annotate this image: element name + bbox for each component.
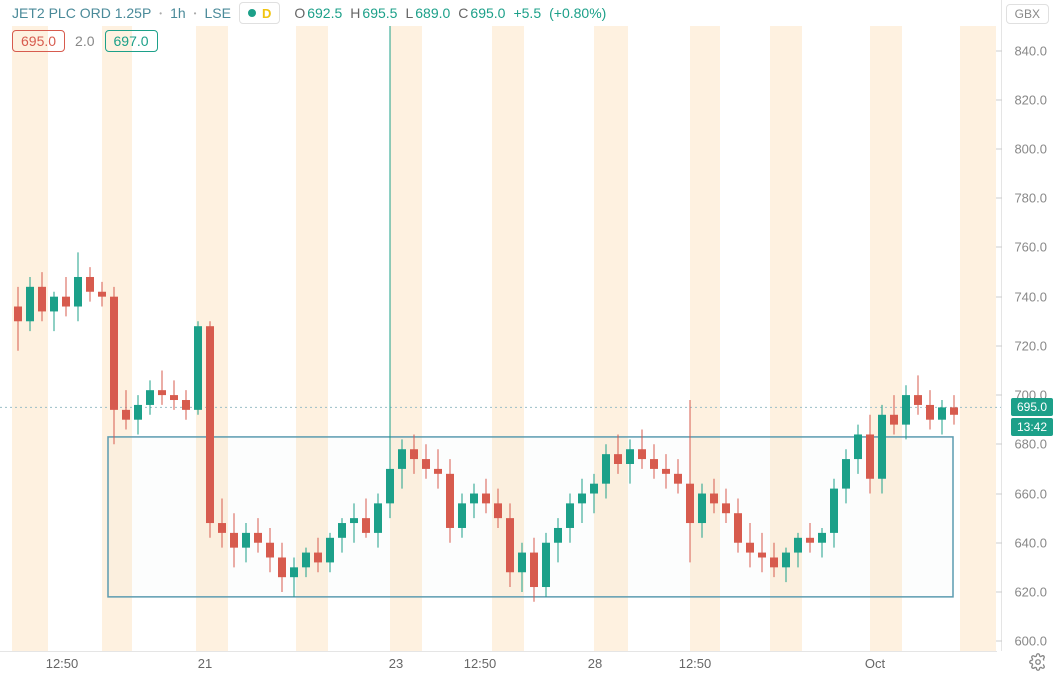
current-price-tag: 695.0 — [1011, 398, 1053, 416]
x-tick-label: 12:50 — [46, 656, 79, 671]
y-tick-label: 640.0 — [1014, 535, 1047, 550]
y-tick-label: 620.0 — [1014, 584, 1047, 599]
y-tick-label: 780.0 — [1014, 191, 1047, 206]
y-tick-label: 840.0 — [1014, 43, 1047, 58]
interval-label[interactable]: 1h — [170, 5, 186, 21]
y-tick-label: 820.0 — [1014, 92, 1047, 107]
gear-icon — [1029, 653, 1047, 671]
y-tick-label: 660.0 — [1014, 486, 1047, 501]
x-tick-label: 28 — [588, 656, 602, 671]
currency-unit-badge[interactable]: GBX — [1006, 4, 1049, 24]
ask-price-box[interactable]: 697.0 — [105, 30, 158, 52]
y-tick-label: 800.0 — [1014, 142, 1047, 157]
bid-price-box[interactable]: 695.0 — [12, 30, 65, 52]
status-dot-icon — [248, 9, 256, 17]
y-tick-label: 720.0 — [1014, 338, 1047, 353]
y-axis-border — [1001, 0, 1002, 651]
chart-settings-button[interactable] — [1027, 651, 1049, 673]
ohlc-readout: O692.5 H695.5 L689.0 C695.0 +5.5 (+0.80%… — [288, 5, 606, 21]
x-tick-label: 21 — [198, 656, 212, 671]
y-tick-label: 740.0 — [1014, 289, 1047, 304]
spread-value: 2.0 — [75, 33, 94, 49]
y-tick-label: 600.0 — [1014, 634, 1047, 649]
chart-header: JET2 PLC ORD 1.25P • 1h • LSE D O692.5 H… — [0, 0, 1057, 26]
x-tick-label: 23 — [389, 656, 403, 671]
x-tick-label: 12:50 — [679, 656, 712, 671]
bid-ask-row: 695.0 2.0 697.0 — [12, 30, 158, 52]
y-tick-label: 760.0 — [1014, 240, 1047, 255]
y-tick-label: 680.0 — [1014, 437, 1047, 452]
x-tick-label: 12:50 — [464, 656, 497, 671]
x-tick-label: Oct — [865, 656, 885, 671]
exchange-label[interactable]: LSE — [204, 5, 230, 21]
x-axis: 12:50 21 23 12:50 28 12:50 Oct — [0, 651, 997, 675]
candlestick-chart[interactable] — [0, 0, 1057, 675]
market-status-pill[interactable]: D — [239, 2, 280, 24]
current-time-tag: 13:42 — [1011, 418, 1053, 436]
status-letter: D — [262, 6, 271, 21]
symbol-name[interactable]: JET2 PLC ORD 1.25P — [12, 5, 151, 21]
